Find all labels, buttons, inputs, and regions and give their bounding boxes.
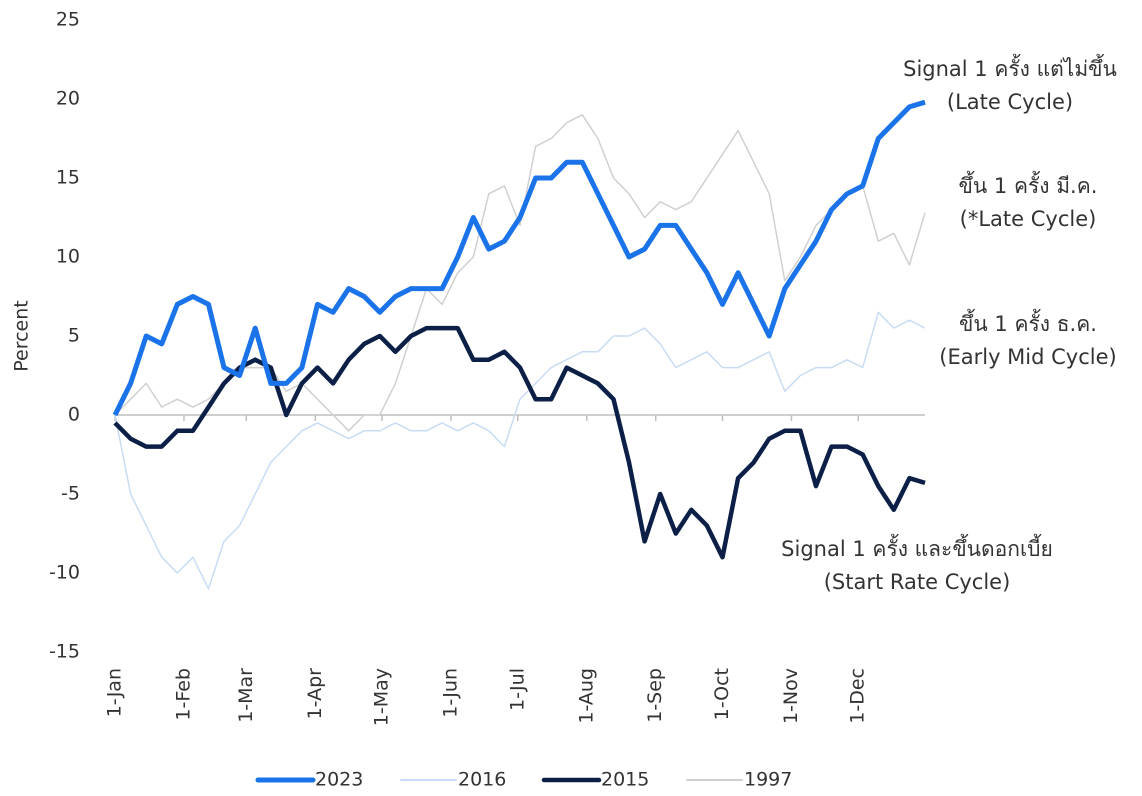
x-tick-label: 1-May — [371, 668, 393, 726]
annotation: (*Late Cycle) — [960, 207, 1097, 231]
y-tick-label: 15 — [56, 167, 80, 189]
line-series — [112, 99, 926, 417]
x-tick-label: 1-Jan — [104, 668, 126, 717]
x-tick-label: 1-Feb — [172, 668, 194, 721]
x-tick-label: 1-Dec — [847, 668, 869, 724]
x-tick-label: 1-Jun — [440, 668, 462, 718]
y-tick-label: -5 — [61, 483, 80, 505]
x-tick-label: 1-Apr — [304, 668, 326, 720]
y-tick-label: 20 — [56, 88, 80, 110]
y-tick-label: 0 — [68, 404, 80, 426]
x-tick-label: 1-Oct — [711, 668, 733, 720]
y-tick-label: 10 — [56, 246, 80, 268]
annotation: ขึ้น 1 ครั้ง ธ.ค. — [959, 309, 1097, 336]
line-series — [114, 311, 926, 590]
x-tick-label: 1-Mar — [235, 668, 257, 723]
legend-label: 2015 — [601, 769, 649, 791]
y-tick-label: -10 — [49, 562, 80, 584]
annotation: Signal 1 ครั้ง และขึ้นดอกเบี้ย — [781, 534, 1053, 561]
y-axis-label: Percent — [11, 300, 33, 372]
annotation: (Late Cycle) — [947, 90, 1073, 114]
y-tick-label: 5 — [68, 325, 80, 347]
x-tick-label: 1-Aug — [575, 668, 597, 724]
legend-label: 2016 — [458, 769, 506, 791]
annotation: (Start Rate Cycle) — [824, 570, 1011, 594]
y-tick-label: -15 — [49, 641, 80, 663]
x-tick-label: 1-Jul — [506, 668, 528, 711]
legend-label: 2023 — [315, 769, 363, 791]
annotation: (Early Mid Cycle) — [939, 345, 1116, 369]
line-series — [114, 114, 926, 432]
y-tick-label: 25 — [56, 9, 80, 31]
legend-label: 1997 — [744, 769, 792, 791]
x-tick-label: 1-Sep — [644, 668, 666, 723]
x-tick-label: 1-Nov — [780, 668, 802, 724]
annotation: Signal 1 ครั้ง แต่ไม่ขึ้น — [903, 54, 1117, 81]
annotation: ขึ้น 1 ครั้ง มี.ค. — [959, 171, 1098, 198]
line-series — [113, 325, 926, 560]
